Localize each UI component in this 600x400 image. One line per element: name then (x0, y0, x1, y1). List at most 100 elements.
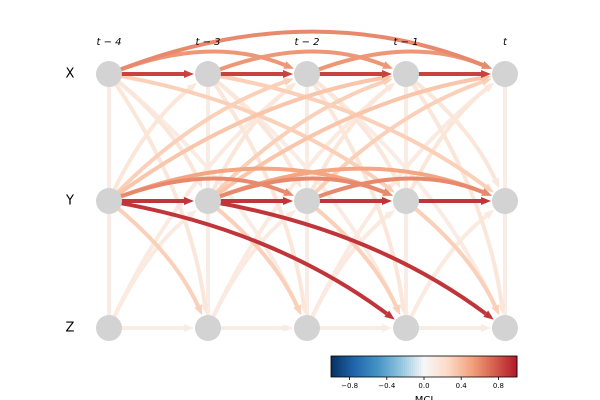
colorbar-segment (351, 356, 354, 377)
link-arrowhead (283, 324, 293, 332)
colorbar-segment (417, 356, 420, 377)
colorbar-segment (469, 356, 472, 377)
node (294, 315, 320, 341)
colorbar-segment (455, 356, 458, 377)
colorbar-segment (367, 356, 370, 377)
link (206, 214, 290, 329)
link (404, 72, 497, 180)
link-arrowhead (392, 304, 401, 316)
colorbar-segment (347, 356, 350, 377)
link (404, 199, 497, 307)
colorbar-segment (335, 356, 338, 377)
colorbar-segment (389, 356, 392, 377)
colorbar-segment (453, 356, 456, 377)
colorbar-segment (333, 356, 336, 377)
colorbar-segment (489, 356, 492, 377)
colorbar-segment (463, 356, 466, 377)
colorbar-segment (499, 356, 502, 377)
node (393, 61, 419, 87)
colorbar-segment (427, 356, 430, 377)
link (306, 176, 484, 203)
node (393, 315, 419, 341)
colorbar-segment (337, 356, 340, 377)
colorbar-segment (505, 356, 508, 377)
link (207, 176, 385, 203)
colorbar-segment (387, 356, 390, 377)
colorbar-segment (373, 356, 376, 377)
link (207, 72, 487, 189)
link (305, 214, 389, 329)
link-arrowhead (483, 209, 495, 220)
link (108, 176, 286, 203)
colorbar-tick-label: 0.4 (456, 382, 468, 390)
link-arrowhead (491, 304, 500, 316)
colorbar-segment (493, 356, 496, 377)
time-label: t − 3 (195, 37, 220, 48)
link (207, 49, 385, 76)
colorbar-segment (515, 356, 518, 377)
colorbar-segment (491, 356, 494, 377)
colorbar-segment (341, 356, 344, 377)
colorbar-segment (447, 356, 450, 377)
colorbar-segment (411, 356, 414, 377)
colorbar-segment (413, 356, 416, 377)
colorbar-segment (451, 356, 454, 377)
link-arrowhead (184, 197, 194, 205)
colorbar-segment (405, 356, 408, 377)
node (96, 188, 122, 214)
colorbar-segment (339, 356, 342, 377)
colorbar-segment (355, 356, 358, 377)
colorbar-segment (443, 356, 446, 377)
link-arrowhead (481, 61, 493, 69)
colorbar-segment (465, 356, 468, 377)
link (305, 72, 398, 180)
variable-label: Z (66, 321, 75, 336)
colorbar-segment (431, 356, 434, 377)
link-arrowhead (194, 304, 203, 316)
colorbar-segment (331, 356, 334, 377)
node (195, 61, 221, 87)
colorbar-segment (385, 356, 388, 377)
colorbar-segment (449, 356, 452, 377)
link-arrowhead (384, 82, 396, 93)
link-arrowhead (283, 70, 293, 78)
link (108, 199, 388, 316)
link (107, 76, 383, 203)
colorbar-segment (473, 356, 476, 377)
colorbar-segment (513, 356, 516, 377)
node (492, 188, 518, 214)
colorbar-segment (365, 356, 368, 377)
time-label: t − 4 (96, 37, 121, 48)
colorbar-segment (459, 356, 462, 377)
node (294, 61, 320, 87)
colorbar-segment (393, 356, 396, 377)
link-arrowhead (497, 303, 506, 315)
colorbar-segment (345, 356, 348, 377)
colorbar-segment (503, 356, 506, 377)
colorbar-segment (509, 356, 512, 377)
colorbar-segment (353, 356, 356, 377)
colorbar-segment (457, 356, 460, 377)
link (207, 199, 487, 316)
link (206, 199, 299, 307)
link-arrowhead (184, 70, 194, 78)
colorbar-segment (379, 356, 382, 377)
colorbar-segment (395, 356, 398, 377)
link (108, 72, 388, 189)
link-arrowhead (285, 209, 297, 220)
link-arrowhead (382, 197, 392, 205)
colorbar-segment (415, 356, 418, 377)
time-label: t (503, 37, 508, 48)
colorbar-segment (359, 356, 362, 377)
variable-label: X (66, 67, 75, 82)
link-arrowhead (481, 70, 491, 78)
link-arrowhead (382, 188, 394, 196)
variable-label: Y (65, 194, 74, 209)
colorbar-segment (423, 356, 426, 377)
link-arrowhead (283, 188, 295, 196)
link-arrowhead (491, 177, 500, 189)
colorbar-segment (399, 356, 402, 377)
colorbar-tick-label: −0.8 (341, 382, 358, 390)
colorbar-segment (375, 356, 378, 377)
colorbar-tick-label: 0.0 (418, 382, 429, 390)
